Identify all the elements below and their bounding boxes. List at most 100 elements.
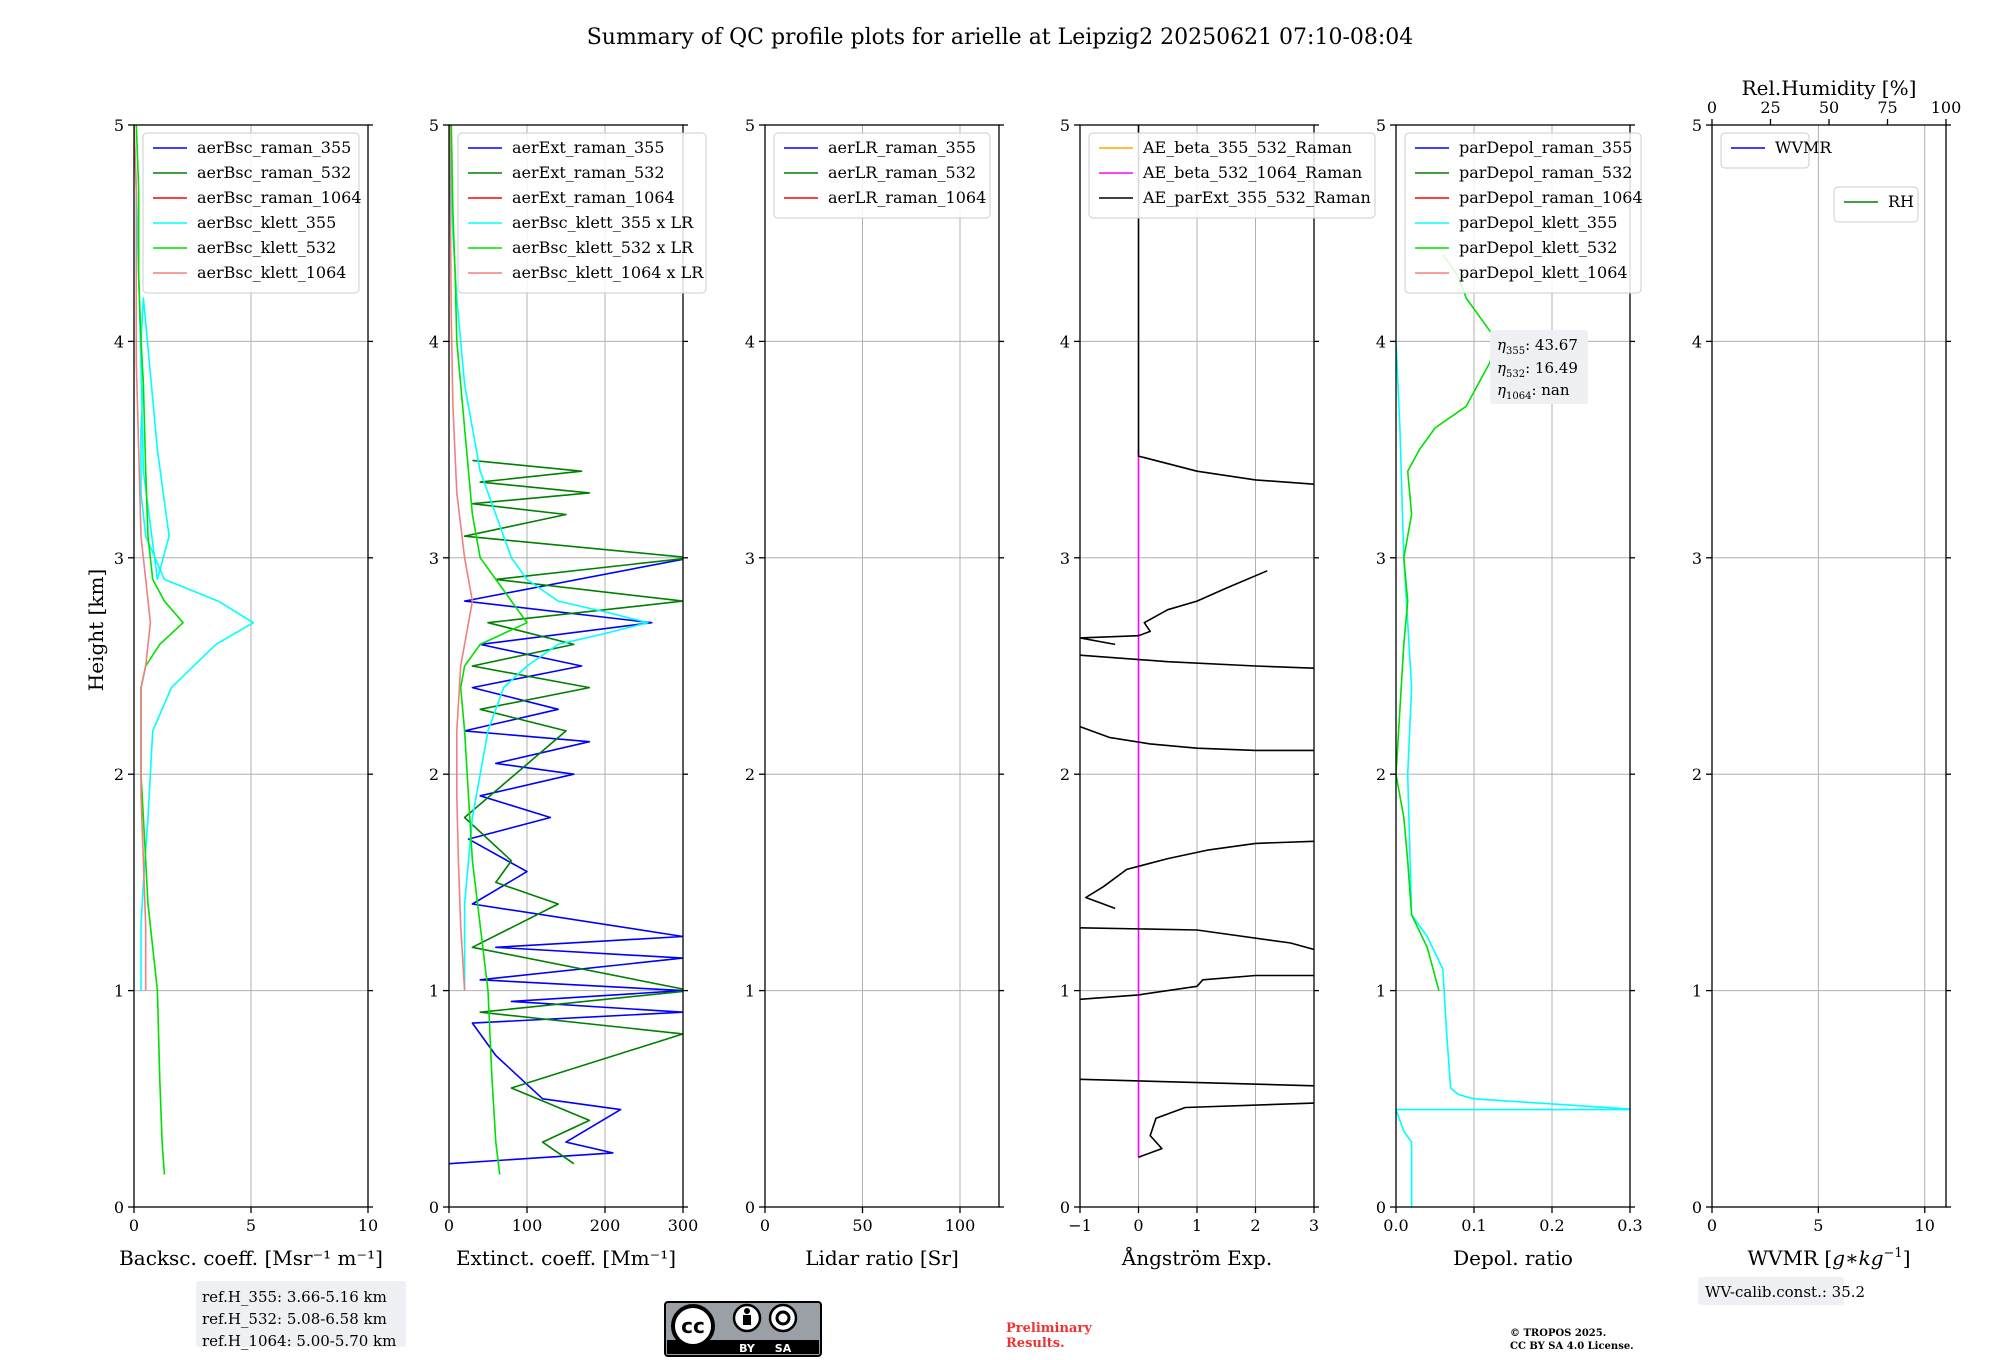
- x-tick-label: 100: [945, 1216, 976, 1235]
- preliminary-line-2: Results.: [1006, 1336, 1065, 1351]
- series-line-AE_parExt_355_532_Raman: [1085, 840, 1314, 910]
- by-icon-body: [743, 1315, 751, 1325]
- x-tick-label: 10: [358, 1216, 378, 1235]
- legend-label: WVMR: [1775, 138, 1832, 157]
- legend-label: aerBsc_klett_532 x LR: [512, 238, 694, 257]
- top-x-tick-label: 25: [1760, 98, 1780, 117]
- x-tick-label: 5: [1813, 1216, 1823, 1235]
- series-line-AE_parExt_355_532_Raman: [1080, 570, 1268, 646]
- by-icon-head: [744, 1308, 750, 1314]
- y-tick-label: 3: [1060, 549, 1070, 568]
- legend-box: [1720, 132, 1810, 169]
- y-tick-label: 4: [1692, 332, 1702, 351]
- x-tick-label: 3: [1309, 1216, 1319, 1235]
- x-tick-label: 50: [852, 1216, 872, 1235]
- x-axis-label: Lidar ratio [Sr]: [805, 1246, 959, 1270]
- legend-label: parDepol_raman_532: [1459, 163, 1632, 182]
- series-line-AE_parExt_355_532_Raman: [1080, 974, 1314, 1001]
- x-tick-label: 5: [246, 1216, 256, 1235]
- legend-label: aerBsc_raman_355: [197, 138, 351, 157]
- y-tick-label: 4: [1376, 332, 1386, 351]
- y-tick-label: 3: [1692, 549, 1702, 568]
- x-tick-label: 0.0: [1383, 1216, 1408, 1235]
- sa-icon: [768, 1303, 798, 1333]
- y-tick-label: 2: [1060, 765, 1070, 784]
- legend-label: AE_parExt_355_532_Raman: [1142, 188, 1371, 207]
- y-tick-label: 1: [1692, 982, 1702, 1001]
- x-tick-label: 0: [760, 1216, 770, 1235]
- legend2-label: RH: [1888, 192, 1914, 211]
- copyright-line-1: © TROPOS 2025.: [1510, 1328, 1606, 1339]
- ref-h-532: ref.H_532: 5.08-6.58 km: [202, 1310, 387, 1328]
- cc-license-badge: cc BY SA: [664, 1301, 822, 1357]
- legend-label: aerBsc_klett_532: [197, 238, 336, 257]
- y-tick-label: 1: [1060, 982, 1070, 1001]
- x-tick-label: 0.3: [1617, 1216, 1642, 1235]
- legend-box: [1404, 132, 1642, 294]
- top-x-tick-label: 100: [1931, 98, 1962, 117]
- series-group: [1080, 125, 1314, 1158]
- y-tick-label: 3: [1376, 549, 1386, 568]
- y-tick-label: 1: [429, 982, 439, 1001]
- legend-label: aerExt_raman_532: [512, 163, 665, 182]
- legend-label: aerBsc_klett_1064 x LR: [512, 263, 704, 282]
- legend-box: [773, 132, 991, 219]
- series-line-parDepol_klett_532: [1396, 254, 1499, 991]
- eta-532: η532: 16.49: [1497, 359, 1578, 380]
- y-tick-label: 2: [1692, 765, 1702, 784]
- legend-label: AE_beta_355_532_Raman: [1142, 138, 1352, 157]
- x-tick-label: 0.1: [1461, 1216, 1486, 1235]
- x-axis-label: Extinct. coeff. [Mm⁻¹]: [456, 1246, 676, 1270]
- y-tick-label: 0: [429, 1198, 439, 1217]
- legend-label: aerBsc_klett_355 x LR: [512, 213, 694, 232]
- axes-frame: [764, 124, 1000, 1208]
- series-line-AE_parExt_355_532_Raman: [1080, 1078, 1314, 1087]
- legend-label: AE_beta_532_1064_Raman: [1142, 163, 1362, 182]
- cc-logo-icon: [671, 1304, 715, 1348]
- legend-label: aerLR_raman_532: [828, 163, 976, 182]
- series-line-aerBsc_klett_355: [134, 125, 255, 991]
- legend-box: [142, 132, 360, 294]
- legend-box: [457, 132, 707, 294]
- y-tick-label: 3: [114, 549, 124, 568]
- series-line-aerExt_raman_355: [449, 558, 683, 1165]
- eta-box: η355: 43.67 η532: 16.49 η1064: nan: [1490, 330, 1588, 404]
- top-x-tick-label: 75: [1877, 98, 1897, 117]
- series-line-AE_parExt_355_532_Raman: [1137, 125, 1314, 485]
- series-line-aerBsc_klett_1064 x LR: [449, 125, 474, 991]
- x-tick-label: 0: [1133, 1216, 1143, 1235]
- series-group: [134, 125, 255, 1175]
- x-axis-label: Ångström Exp.: [1121, 1245, 1272, 1270]
- axes-frame: [448, 124, 684, 1208]
- figure-title: Summary of QC profile plots for arielle …: [587, 25, 1414, 50]
- y-tick-label: 3: [745, 549, 755, 568]
- x-tick-label: 300: [668, 1216, 699, 1235]
- axes-frame: [1711, 124, 1947, 1208]
- legend-label: aerBsc_raman_532: [197, 163, 351, 182]
- top-x-tick-label: 0: [1707, 98, 1717, 117]
- legend-label: aerLR_raman_1064: [828, 188, 986, 207]
- x-tick-label: 100: [512, 1216, 543, 1235]
- y-tick-label: 5: [1692, 116, 1702, 135]
- x-tick-label: 0: [129, 1216, 139, 1235]
- by-label: BY: [739, 1342, 756, 1355]
- cc-logo-text: cc: [681, 1314, 705, 1338]
- x-tick-label: 1: [1192, 1216, 1202, 1235]
- y-tick-label: 4: [745, 332, 755, 351]
- legend-box: [1088, 132, 1376, 219]
- series-group: [449, 125, 683, 1175]
- legend-label: aerBsc_klett_1064: [197, 263, 346, 282]
- legend-label: aerLR_raman_355: [828, 138, 976, 157]
- panel-p2: 0 1 2 3 4 5 0 100 200 300 Extinct. coeff. [Mm⁻¹] ae…: [429, 116, 707, 1270]
- x-tick-label: 200: [590, 1216, 621, 1235]
- y-tick-label: 2: [429, 765, 439, 784]
- y-tick-label: 3: [429, 549, 439, 568]
- eta-1064: η1064: nan: [1497, 381, 1570, 402]
- y-axis-label: Height [km]: [84, 569, 108, 691]
- legend-label: parDepol_klett_355: [1459, 213, 1617, 232]
- series-line-AE_parExt_355_532_Raman: [1080, 654, 1314, 669]
